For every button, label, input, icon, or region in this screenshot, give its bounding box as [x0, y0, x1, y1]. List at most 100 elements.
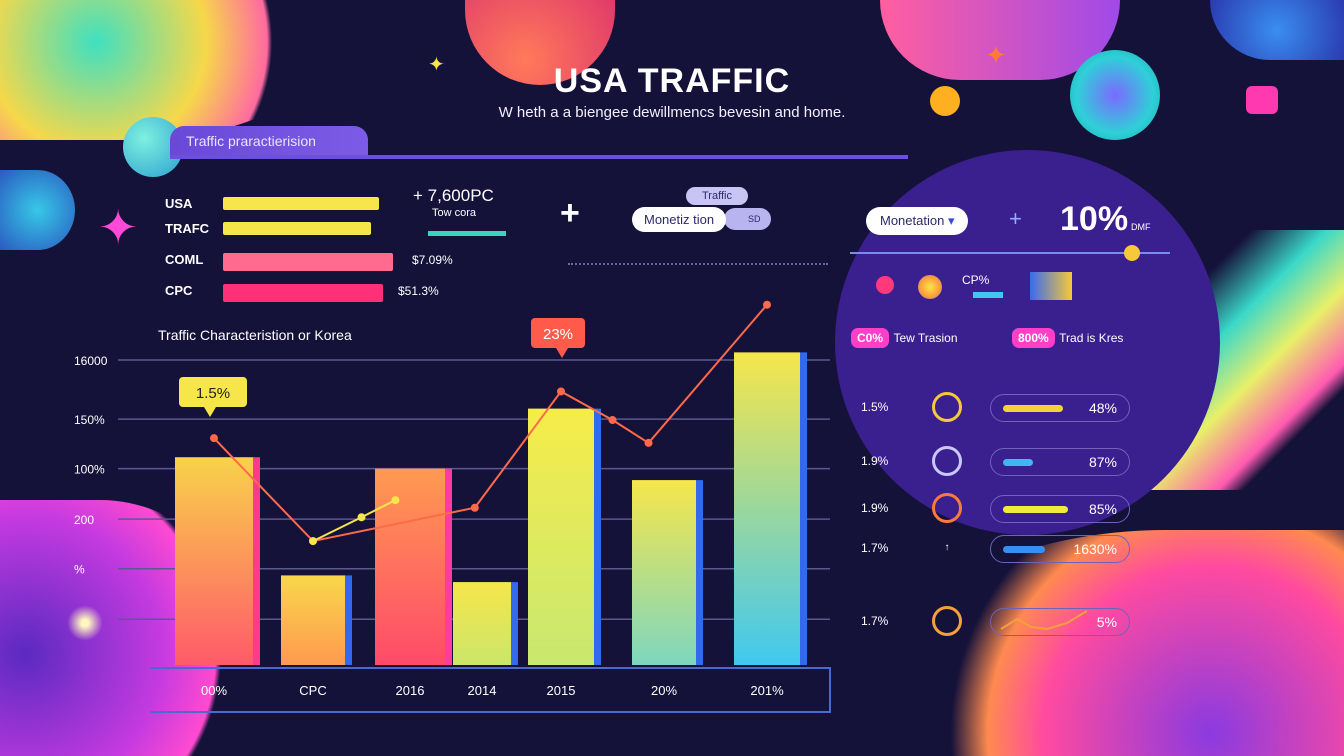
bar — [375, 468, 445, 665]
metric-track: 1630% — [990, 535, 1130, 563]
bar-side — [253, 457, 260, 665]
metric-value: 87% — [1088, 454, 1117, 470]
metric-value: 1630% — [1073, 541, 1117, 557]
row-left-value: 1.7% — [861, 614, 889, 628]
ring-gauge-icon — [932, 392, 962, 422]
x-tick-label: CPC — [299, 683, 326, 698]
line-point — [210, 434, 218, 443]
bar-chart-icon — [932, 446, 962, 476]
tab-traffic-characterision[interactable]: Traffic praractierision — [170, 126, 368, 158]
metric-value: 5% — [1096, 614, 1117, 630]
annotation-label: 1.5% — [196, 385, 230, 402]
tag-badge: C0% — [851, 328, 890, 348]
bar-side — [594, 408, 601, 665]
hbar-value: $51.3% — [398, 284, 439, 298]
bar — [632, 480, 696, 665]
annotation-pointer — [204, 407, 216, 417]
line-point — [470, 503, 479, 512]
hbar-value: $7.09% — [412, 253, 453, 267]
x-tick-label: 20% — [651, 683, 677, 698]
stat-underline — [428, 231, 506, 236]
ring-icon — [932, 606, 962, 636]
decor-sun — [930, 86, 960, 116]
star-icon: ✦ — [985, 40, 1007, 70]
line-point — [644, 438, 653, 447]
big-value: 10% — [1060, 200, 1129, 238]
dropdown-value: Monetation — [880, 213, 945, 228]
hbar — [223, 284, 383, 302]
big-unit: DMF — [1131, 222, 1151, 232]
x-tick-label: 2015 — [547, 683, 576, 698]
small-pill[interactable]: SD — [724, 208, 771, 230]
bar-side — [345, 575, 352, 665]
star-icon: ✦ — [428, 54, 445, 76]
decor-sparkle — [60, 598, 110, 648]
bar — [281, 575, 345, 665]
metric-fill — [1003, 506, 1068, 513]
bar — [734, 352, 800, 665]
tab-underline — [170, 155, 908, 159]
line-point — [608, 416, 617, 425]
y-tick-label: 150% — [74, 413, 105, 427]
line-point — [557, 387, 565, 396]
chevron-down-icon: ▾ — [947, 213, 955, 228]
metric-value: 48% — [1088, 400, 1117, 416]
row-left-value: 1.9% — [861, 454, 889, 468]
traffic-pill[interactable]: Traffic — [686, 187, 748, 205]
star-icon: ✦ — [98, 202, 139, 255]
tag-row-1: C0% Tew Trasion — [851, 328, 958, 348]
cp-label: CP% — [962, 273, 990, 287]
coin-icon — [918, 275, 942, 299]
hbar — [223, 222, 371, 235]
hbar — [223, 253, 393, 271]
arrow-up-icon: ↑ — [944, 542, 950, 553]
y-tick-label: 100% — [74, 463, 105, 477]
tag-label: Tew Trasion — [893, 331, 958, 345]
x-tick-label: 00% — [201, 683, 227, 698]
stat-value: + 7,600PC — [413, 186, 494, 205]
dotted-divider — [568, 263, 828, 265]
slider-thumb[interactable] — [1123, 245, 1140, 261]
metric-fill — [1003, 546, 1045, 553]
monetization-pill[interactable]: Monetiz tion — [632, 207, 727, 232]
stat-caption: Tow cora — [432, 207, 477, 219]
row-left-value: 1.9% — [861, 501, 889, 515]
metric-value: 85% — [1088, 501, 1117, 517]
annotation-label: 23% — [543, 326, 573, 343]
annotation-bubble — [531, 318, 585, 348]
rocket-decoration — [1070, 50, 1160, 140]
cp-bar — [973, 292, 1003, 298]
annotation-bubble — [179, 377, 247, 407]
bar — [453, 582, 511, 665]
decor-sphere — [0, 170, 75, 250]
tag-row-2: 800% Trad is Kres — [1012, 328, 1123, 348]
slider-track[interactable] — [850, 245, 1170, 261]
heart-icon — [876, 276, 894, 294]
bar — [175, 457, 253, 665]
metric-track: 48% — [990, 394, 1130, 422]
hbar-label: USA — [165, 196, 193, 211]
plus-icon: + — [1009, 206, 1022, 231]
metric-fill — [1003, 405, 1063, 412]
y-tick-label: 200 — [74, 513, 94, 527]
x-axis — [150, 667, 831, 713]
bar-side — [445, 468, 452, 665]
x-tick-label: 2014 — [468, 683, 497, 698]
bar-chart-icon — [1030, 272, 1072, 300]
hbar — [223, 197, 379, 210]
sparkline-icon — [1000, 610, 1087, 631]
metric-track: 85% — [990, 495, 1130, 523]
metric-fill — [1003, 459, 1033, 466]
row-left-value: 1.5% — [861, 400, 889, 414]
line-point — [357, 513, 366, 522]
hbar-label: TRAFC — [165, 221, 210, 236]
row-left-value: 1.7% — [861, 541, 889, 555]
bar — [528, 408, 594, 665]
metric-track: 87% — [990, 448, 1130, 476]
annotation-pointer — [556, 348, 568, 358]
x-tick-label: 201% — [750, 683, 784, 698]
monetization-dropdown[interactable]: Monetation ▾ — [866, 207, 969, 235]
x-tick-label: 2016 — [396, 683, 425, 698]
y-tick-label: % — [74, 563, 85, 577]
line-point — [763, 300, 771, 309]
